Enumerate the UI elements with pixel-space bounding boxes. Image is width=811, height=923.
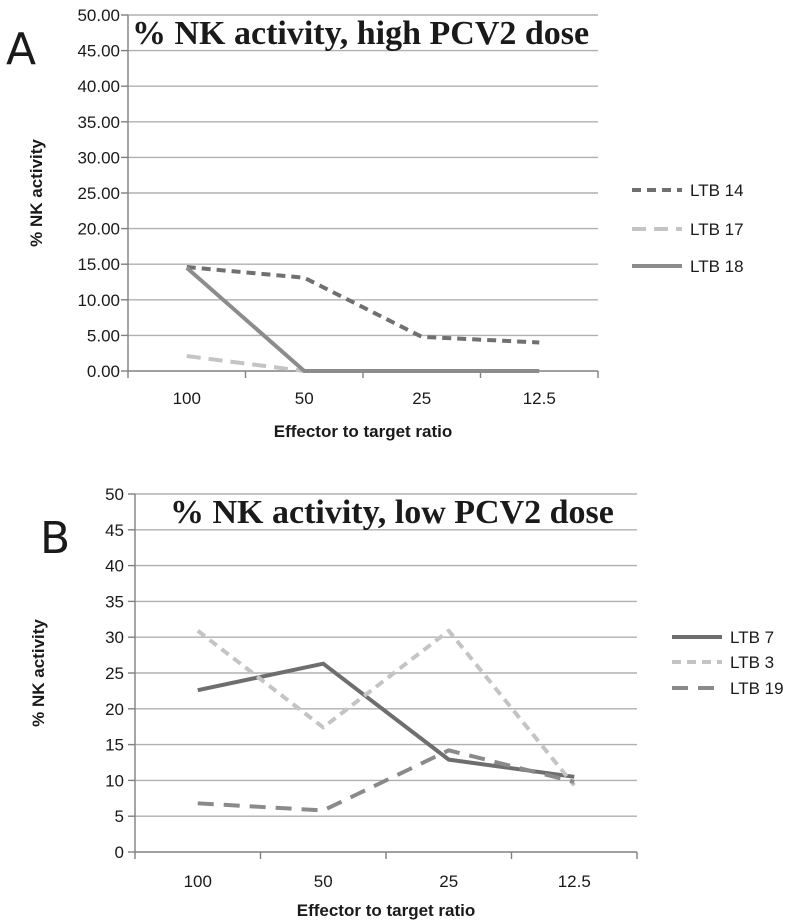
y-tick-label: 25.00 [77, 184, 120, 203]
y-tick-label: 10.00 [77, 291, 120, 310]
x-tick-label: 50 [314, 872, 333, 891]
x-tick-label: 50 [295, 389, 314, 408]
y-tick-label: 10 [105, 771, 124, 790]
y-tick-label: 45.00 [77, 42, 120, 61]
y-tick-label: 50 [105, 485, 124, 504]
y-tick-label: 35 [105, 592, 124, 611]
grid-lines [128, 14, 598, 337]
legend: LTB 7 LTB 3 LTB 19 [672, 628, 784, 698]
x-axis-ticks: 100 50 25 12.5 [173, 389, 556, 408]
legend-label: LTB 19 [730, 679, 784, 698]
y-tick-label: 25 [105, 664, 124, 683]
series-line-ltb-19 [197, 748, 575, 813]
chart-title: % NK activity, high PCV2 dose [132, 15, 589, 52]
axes [128, 493, 638, 859]
chart-panel-a: 0.00 5.00 10.00 15.00 20.00 25.00 30.00 35.00 40… [6, 6, 744, 441]
series-line-ltb-18 [185, 266, 540, 373]
y-tick-label: 0.00 [87, 362, 120, 381]
x-tick-label: 100 [173, 389, 201, 408]
legend-label: LTB 17 [690, 220, 744, 239]
y-axis-ticks: 0 5 10 15 20 25 30 35 40 45 50 [105, 485, 124, 862]
y-tick-label: 40.00 [77, 77, 120, 96]
y-tick-label: 15 [105, 736, 124, 755]
series-line-ltb-3 [196, 628, 576, 787]
y-tick-label: 15.00 [77, 255, 120, 274]
y-tick-label: 35.00 [77, 113, 120, 132]
legend-label: LTB 18 [690, 257, 744, 276]
y-tick-label: 30 [105, 628, 124, 647]
y-tick-label: 50.00 [77, 6, 120, 25]
legend-label: LTB 14 [690, 181, 744, 200]
series-line-ltb-14 [186, 265, 540, 345]
y-axis-title: % NK activity [29, 619, 48, 727]
y-axis-ticks: 0.00 5.00 10.00 15.00 20.00 25.00 30.00 35.00 40… [77, 6, 120, 381]
y-tick-label: 40 [105, 557, 124, 576]
x-tick-label: 12.5 [558, 872, 591, 891]
x-axis-title: Effector to target ratio [297, 901, 476, 920]
panel-letter: B [40, 513, 70, 564]
x-axis-title: Effector to target ratio [274, 422, 453, 441]
chart-title: % NK activity, low PCV2 dose [170, 494, 614, 531]
y-tick-label: 45 [105, 521, 124, 540]
x-tick-label: 100 [184, 872, 212, 891]
y-tick-label: 5.00 [87, 326, 120, 345]
legend-label: LTB 3 [730, 653, 774, 672]
y-tick-label: 5 [115, 807, 124, 826]
y-tick-label: 20.00 [77, 220, 120, 239]
legend: LTB 14 LTB 17 LTB 18 [632, 181, 744, 276]
y-tick-label: 0 [115, 843, 124, 862]
x-tick-label: 12.5 [523, 389, 556, 408]
x-tick-label: 25 [412, 389, 431, 408]
series-lines [196, 628, 576, 813]
x-tick-label: 25 [439, 872, 458, 891]
panel-letter: A [6, 24, 36, 75]
series-lines [185, 265, 540, 373]
x-axis-ticks: 100 50 25 12.5 [184, 872, 591, 891]
grid-lines [135, 493, 637, 817]
legend-label: LTB 7 [730, 628, 774, 647]
y-axis-title: % NK activity [27, 139, 46, 247]
y-tick-label: 30.00 [77, 148, 120, 167]
y-tick-label: 20 [105, 700, 124, 719]
